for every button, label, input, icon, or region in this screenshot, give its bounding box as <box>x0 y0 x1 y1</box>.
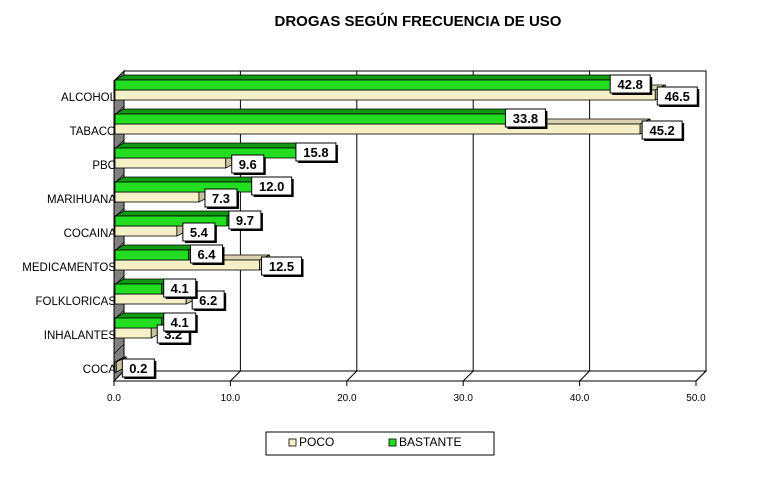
plot-floor <box>112 370 708 382</box>
legend-item-bastante: BASTANTE <box>388 435 461 449</box>
data-label-bastante: 9.7 <box>228 210 263 231</box>
category-label: INHALANTES <box>44 330 117 342</box>
category-label: ALCOHOL <box>61 92 117 104</box>
bar-bastante <box>113 142 309 159</box>
legend-label: BASTANTE <box>399 435 461 449</box>
svg-text:4.1: 4.1 <box>171 281 189 296</box>
svg-text:33.8: 33.8 <box>513 111 538 126</box>
svg-text:5.4: 5.4 <box>190 225 209 240</box>
data-label-poco: 45.2 <box>641 120 685 141</box>
svg-text:15.8: 15.8 <box>303 145 328 160</box>
category-label: PBC <box>92 160 116 172</box>
data-label-poco: 9.6 <box>231 154 266 175</box>
x-tick-label: 40.0 <box>570 393 590 404</box>
category-label: MARIHUANA <box>47 194 116 206</box>
bar-bastante <box>113 176 265 193</box>
category-label: TABACO <box>70 126 116 138</box>
gridline-floor <box>230 370 241 382</box>
data-label-poco: 6.2 <box>191 290 227 311</box>
svg-text:6.2: 6.2 <box>199 293 217 308</box>
category-label: MEDICAMENTOS <box>22 262 116 274</box>
category-label: COCAINA <box>64 228 117 240</box>
svg-text:45.2: 45.2 <box>649 123 674 138</box>
gridline-floor <box>462 370 474 382</box>
svg-text:6.4: 6.4 <box>197 247 216 262</box>
x-tick-label: 0.0 <box>107 393 121 404</box>
data-label-poco: 5.4 <box>182 222 217 243</box>
legend-label: POCO <box>299 435 334 449</box>
legend: POCO BASTANTE <box>265 431 495 456</box>
bar-bastante <box>113 108 518 125</box>
svg-text:12.5: 12.5 <box>269 259 294 274</box>
data-label-bastante: 6.4 <box>189 244 225 265</box>
category-label: COCA <box>83 364 117 376</box>
svg-text:7.3: 7.3 <box>212 191 230 206</box>
svg-text:46.5: 46.5 <box>665 89 690 104</box>
legend-swatch <box>388 438 397 447</box>
x-tick-label: 10.0 <box>221 393 241 404</box>
category-label: FOLKLORICAS <box>35 296 116 308</box>
data-label-poco: 7.3 <box>204 188 239 209</box>
data-label-poco: 46.5 <box>656 86 700 107</box>
bar-bastante <box>113 210 238 227</box>
plot-area: 0.0 10.0 20.0 30.0 40.0 50.0 ALCOHOL 46.5 42.8 TA… <box>22 69 708 404</box>
legend-item-poco: POCO <box>288 435 334 449</box>
data-label-bastante: 12.0 <box>251 176 294 197</box>
chart-title: DROGAS SEGÚN FRECUENCIA DE USO <box>275 12 562 30</box>
svg-text:9.6: 9.6 <box>239 157 257 172</box>
data-label-bastante: 4.1 <box>163 278 198 299</box>
data-label-bastante: 4.1 <box>163 312 198 333</box>
data-label-bastante: 42.8 <box>609 74 653 95</box>
x-tick-label: 30.0 <box>453 393 473 404</box>
svg-text:42.8: 42.8 <box>618 77 643 92</box>
gridline-floor <box>579 370 590 382</box>
row-separator <box>113 343 125 355</box>
x-tick-label: 20.0 <box>337 393 357 404</box>
svg-text:4.1: 4.1 <box>171 315 189 330</box>
gridline-floor <box>346 370 358 382</box>
x-tick-label: 50.0 <box>686 393 706 404</box>
legend-swatch <box>288 438 297 447</box>
svg-text:12.0: 12.0 <box>259 179 284 194</box>
svg-text:0.2: 0.2 <box>129 361 147 376</box>
gridline-floor <box>695 370 707 382</box>
bar-bastante <box>113 278 173 295</box>
data-label-poco: 0.2 <box>121 358 157 379</box>
svg-text:9.7: 9.7 <box>236 213 254 228</box>
bar-bastante <box>113 74 623 91</box>
data-label-poco: 12.5 <box>261 256 304 277</box>
legend-box <box>265 431 495 456</box>
data-label-bastante: 33.8 <box>504 108 548 129</box>
data-label-bastante: 15.8 <box>295 142 338 163</box>
bar-bastante <box>113 244 199 261</box>
